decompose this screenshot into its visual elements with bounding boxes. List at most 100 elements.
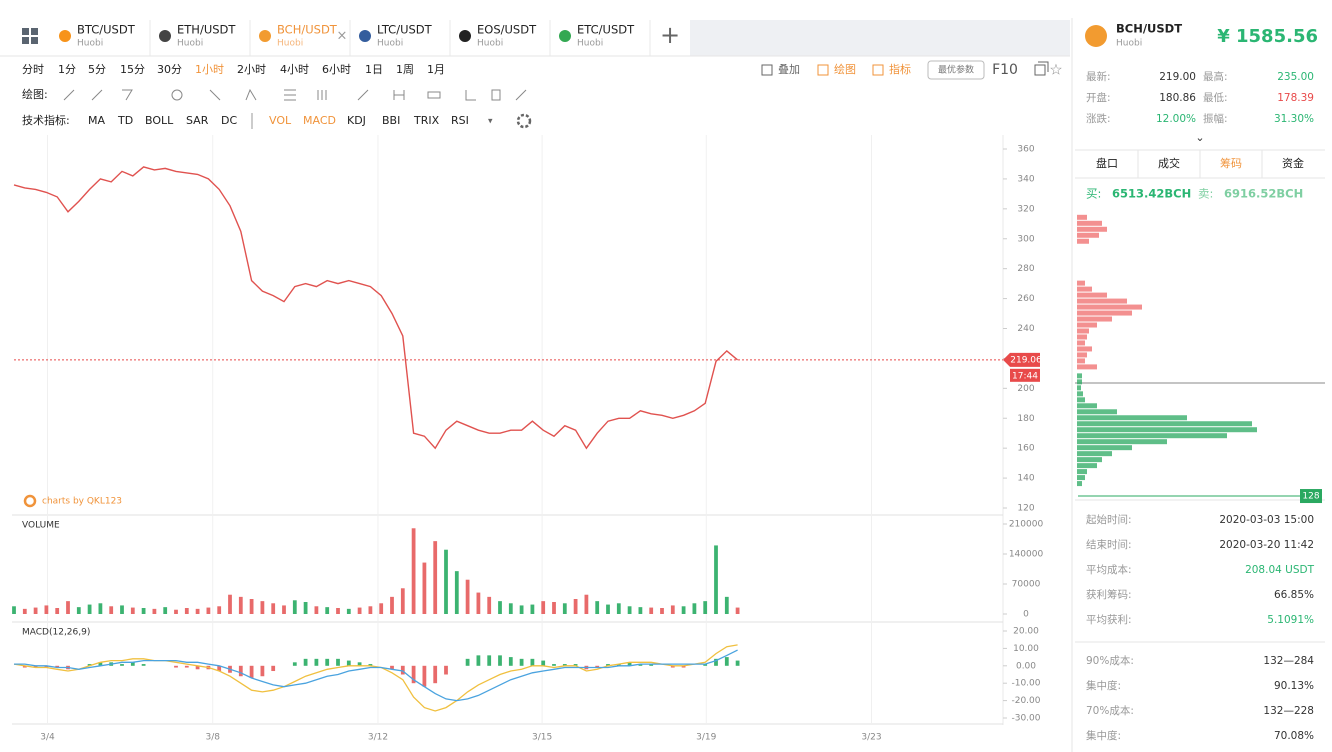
tool-button[interactable]: 绘图 [834, 62, 856, 76]
chip-bar [1077, 352, 1087, 358]
chip-bar [1077, 463, 1097, 469]
tool-button[interactable]: 指标 [889, 62, 911, 76]
menu-icon[interactable] [22, 28, 38, 44]
interval[interactable]: 2小时 [237, 63, 266, 76]
tab-exchange[interactable]: Huobi [577, 39, 603, 49]
panel-title: MACD(12,26,9) [22, 628, 90, 638]
tab-symbol[interactable]: EOS/USDT [477, 23, 537, 37]
volume-bar [260, 601, 265, 614]
indicator[interactable]: RSI [451, 114, 469, 127]
indicator[interactable]: TRIX [413, 114, 440, 127]
tab-exchange[interactable]: Huobi [277, 39, 303, 49]
side-tab[interactable]: 成交 [1158, 156, 1180, 170]
chip-bar [1077, 310, 1132, 316]
price-line [13, 166, 739, 450]
interval[interactable]: 1日 [365, 63, 383, 76]
x-tick-label: 3/8 [205, 733, 220, 743]
side-tab[interactable]: 盘口 [1096, 156, 1118, 170]
favorite-icon[interactable]: ☆ [1049, 61, 1062, 79]
best-params-button[interactable] [927, 60, 985, 80]
fullscreen-icon[interactable] [1034, 61, 1049, 76]
macd-hist [714, 658, 718, 666]
macd-hist [724, 657, 729, 666]
macd-hist [336, 658, 340, 666]
chip-bar [1077, 238, 1089, 244]
expand-icon[interactable]: ⌄ [1195, 131, 1204, 144]
macd-hist [627, 662, 632, 666]
volume-bar [184, 608, 189, 614]
settings-icon[interactable] [516, 113, 532, 129]
interval[interactable]: 1月 [427, 63, 445, 76]
row-label: 平均获利: [1086, 614, 1132, 626]
volume-bar [541, 601, 546, 614]
chip-bar [1077, 391, 1083, 397]
chip-bar [1077, 214, 1087, 220]
indicator[interactable]: MA [88, 114, 105, 127]
macd-hist [552, 664, 556, 666]
f10-button[interactable]: F10 [992, 62, 1018, 78]
side-tab[interactable]: 筹码 [1220, 156, 1242, 170]
best-params[interactable]: 最优参数 [938, 64, 974, 76]
interval[interactable]: 1周 [396, 63, 414, 76]
macd-hist [120, 664, 124, 666]
add-tab[interactable]: + [660, 21, 680, 49]
volume-bar [33, 607, 38, 614]
indicator[interactable]: DC [221, 114, 237, 127]
volume-bar [552, 602, 556, 614]
chip-bar [1077, 469, 1087, 475]
y-tick-label: 10.00 [1013, 644, 1039, 654]
interval[interactable]: 15分 [120, 63, 145, 76]
side-tab[interactable]: 资金 [1282, 156, 1304, 170]
tab-symbol[interactable]: ETC/USDT [577, 23, 635, 37]
interval[interactable]: 1分 [58, 63, 76, 76]
volume-bar [141, 608, 146, 614]
tool-button[interactable]: 叠加 [778, 63, 800, 76]
interval[interactable]: 分时 [22, 63, 44, 76]
indicator[interactable]: SAR [186, 114, 209, 127]
tab-symbol[interactable]: ETH/USDT [177, 23, 236, 37]
chip-bar [1077, 334, 1087, 340]
tool-icon [761, 64, 773, 76]
tab-exchange[interactable]: Huobi [477, 39, 503, 49]
tab-exchange[interactable]: Huobi [377, 39, 403, 49]
volume-bar [411, 528, 416, 614]
y-tick-label: 20.00 [1013, 627, 1039, 637]
interval[interactable]: 30分 [157, 63, 182, 76]
interval[interactable]: 6小时 [322, 63, 351, 76]
indicator[interactable]: BBI [382, 114, 400, 127]
macd-line [14, 649, 738, 702]
chip-bar [1077, 226, 1107, 232]
indicator[interactable]: KDJ [347, 114, 366, 127]
chip-bar [1077, 427, 1257, 433]
chip-bar [1077, 451, 1112, 457]
tab-exchange[interactable]: Huobi [77, 39, 103, 49]
interval[interactable]: 1小时 [195, 63, 224, 76]
macd-hist [681, 665, 686, 668]
panel-title: VOLUME [22, 521, 60, 531]
volume-bar [217, 606, 222, 614]
indicator[interactable]: BOLL [145, 114, 174, 127]
volume-bar [292, 600, 297, 614]
tab-close[interactable]: × [337, 29, 348, 44]
stat-label: 开盘: [1086, 91, 1111, 104]
macd-hist [303, 658, 308, 666]
tab-symbol[interactable]: LTC/USDT [377, 23, 433, 37]
interval[interactable]: 5分 [88, 63, 106, 76]
interval[interactable]: 4小时 [280, 63, 309, 76]
volume-bar [163, 607, 168, 614]
tab-symbol[interactable]: BCH/USDT [277, 23, 338, 37]
row-value: 132—284 [1263, 655, 1314, 667]
tab-symbol[interactable]: BTC/USDT [77, 23, 136, 37]
dropdown-arrow[interactable]: ▾ [488, 117, 493, 127]
row-label: 70%成本: [1086, 704, 1134, 717]
chip-bar [1077, 385, 1081, 391]
indicator[interactable]: TD [117, 114, 133, 127]
tab-exchange[interactable]: Huobi [177, 39, 203, 49]
macd-hist [595, 665, 600, 668]
volume-bar [152, 608, 157, 614]
indicator[interactable]: VOL [269, 114, 292, 127]
volume-bar [433, 541, 438, 614]
indicator[interactable]: MACD [303, 114, 336, 127]
watermark: charts by QKL123 [42, 497, 122, 507]
macd-hist [606, 664, 610, 666]
